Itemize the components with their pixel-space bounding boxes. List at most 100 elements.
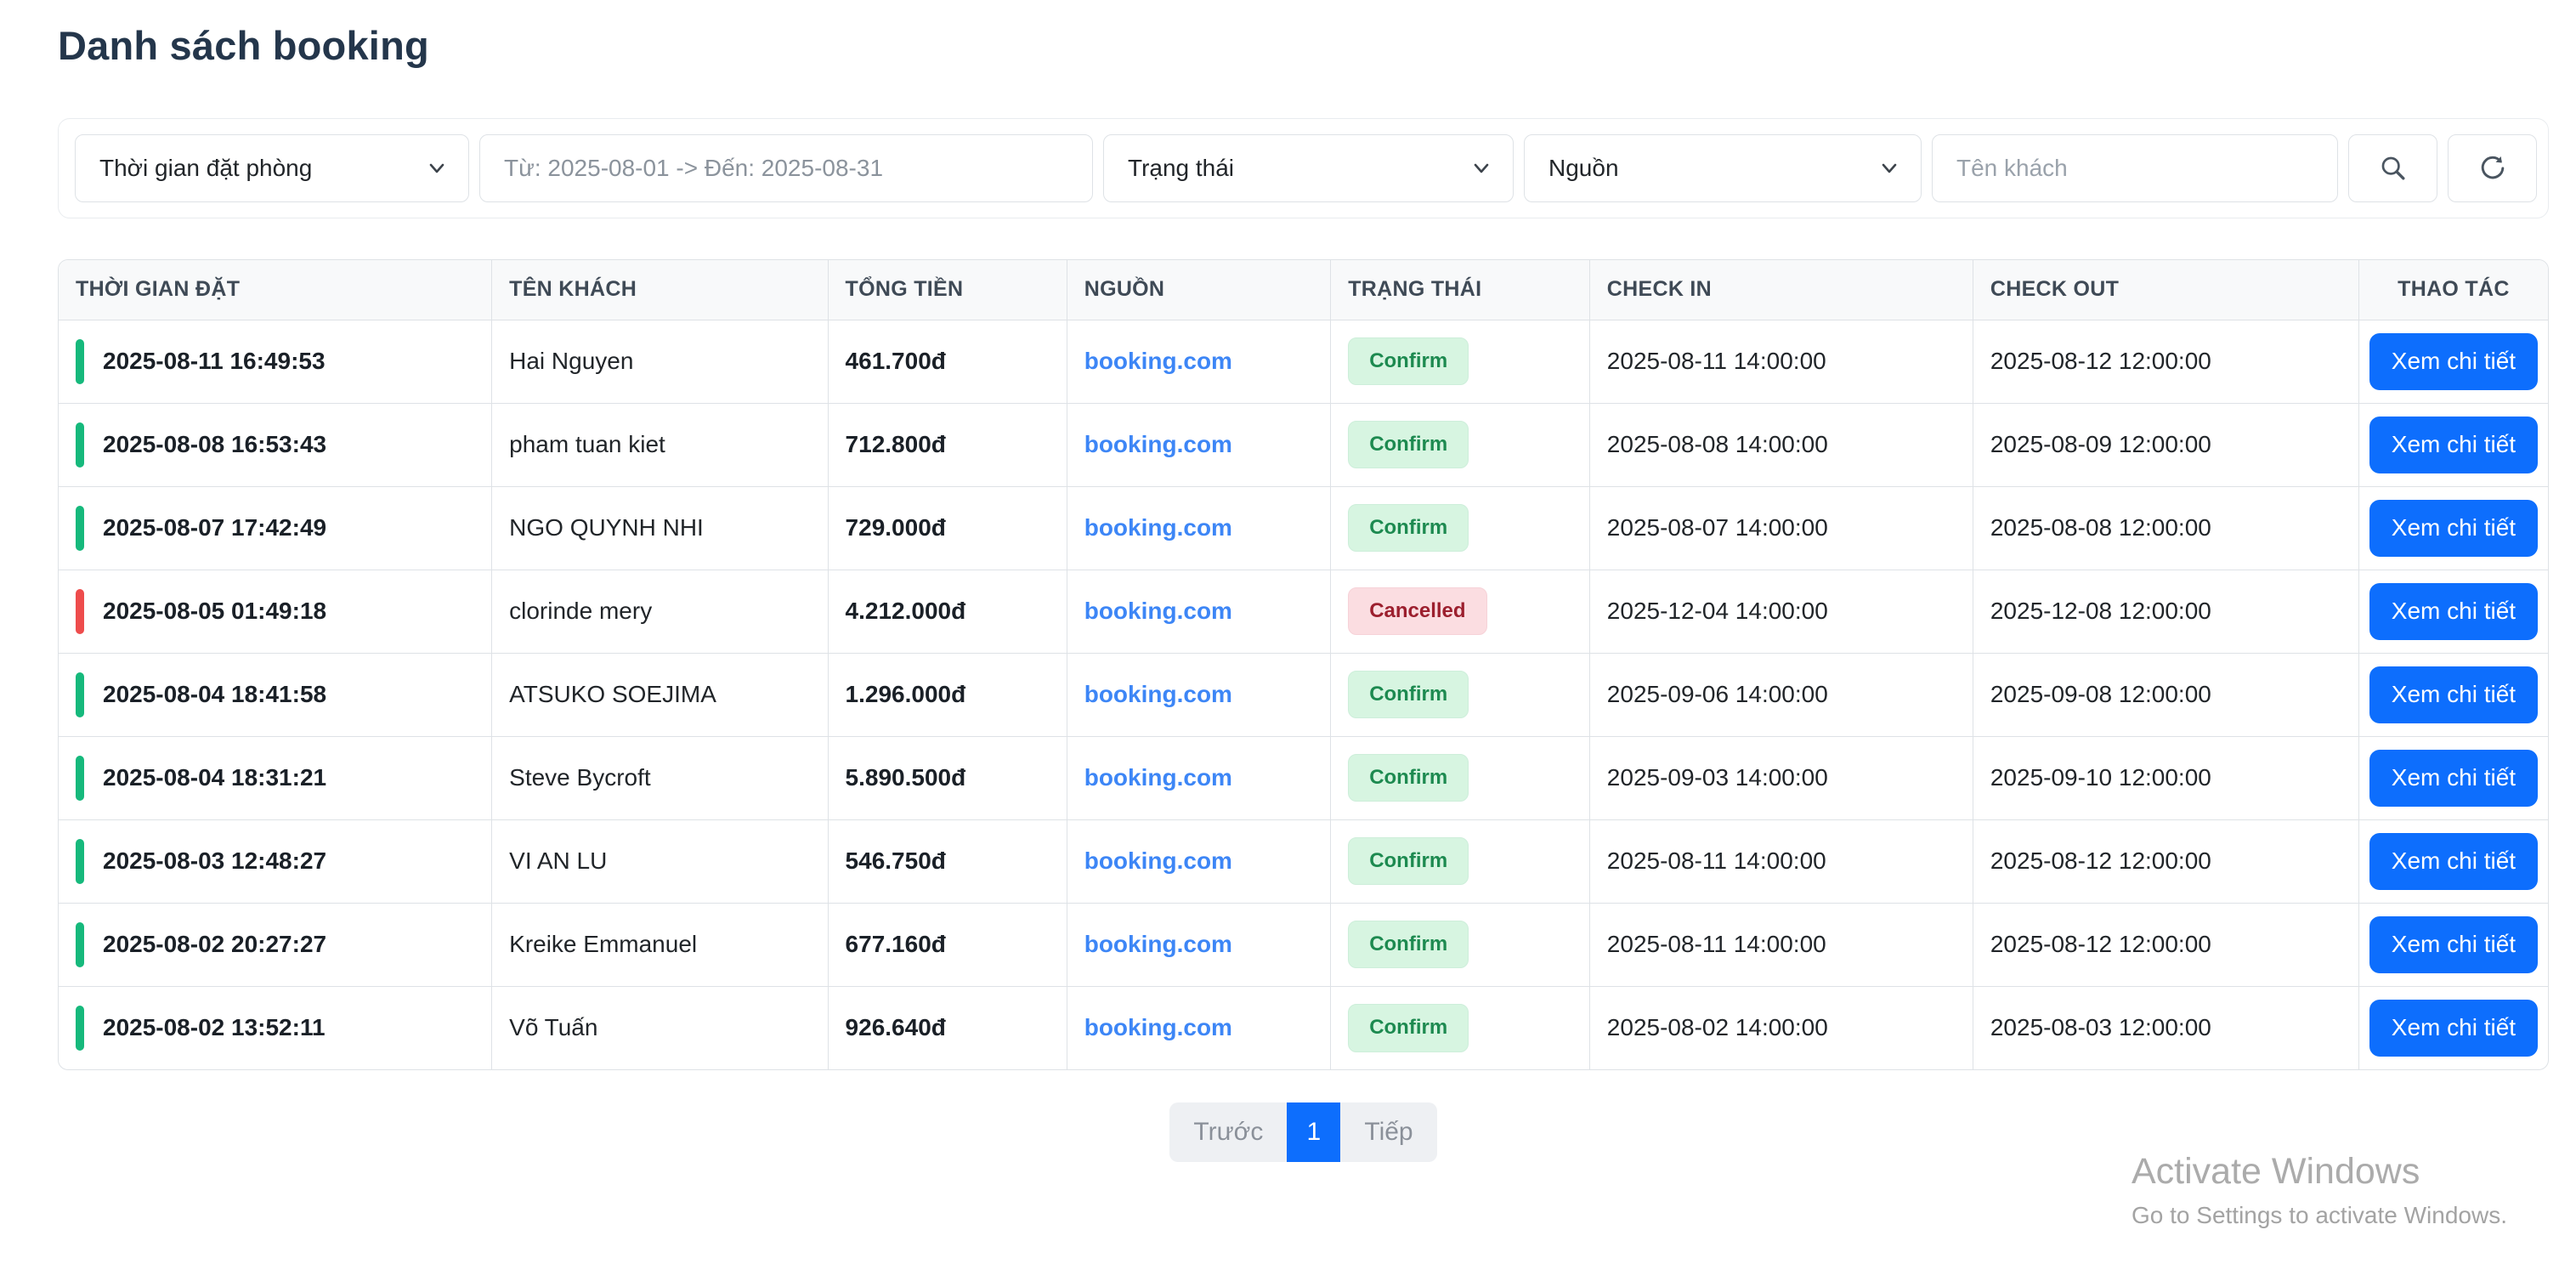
column-header-source: NGUỒN [1067, 260, 1332, 320]
view-details-button[interactable]: Xem chi tiết [2369, 332, 2538, 390]
source-link[interactable]: booking.com [1084, 847, 1232, 874]
total-amount: 546.750đ [845, 847, 946, 874]
view-details-button[interactable]: Xem chi tiết [2369, 499, 2538, 557]
column-header-status: TRẠNG THÁI [1330, 260, 1590, 320]
total-amount: 729.000đ [845, 514, 946, 541]
table-row: 2025-08-03 12:48:27 VI AN LU 546.750đ bo… [59, 819, 2548, 904]
row-status-bar [76, 588, 84, 634]
booking-table: THỜI GIAN ĐẶT TÊN KHÁCH TỔNG TIỀN NGUỒN … [58, 259, 2549, 1070]
booked-at: 2025-08-05 01:49:18 [103, 598, 327, 624]
filter-bar: Thời gian đặt phòng Trạng thái Nguồn [58, 118, 2549, 218]
total-amount: 712.800đ [845, 431, 946, 457]
booking-time-type-select[interactable]: Thời gian đặt phòng [75, 134, 469, 202]
status-badge: Confirm [1348, 753, 1469, 802]
date-range-input[interactable] [479, 134, 1093, 202]
booking-time-type-value: Thời gian đặt phòng [99, 155, 313, 181]
status-badge: Confirm [1348, 920, 1469, 969]
booked-at: 2025-08-04 18:41:58 [103, 681, 327, 707]
row-status-bar [76, 1005, 84, 1051]
table-row: 2025-08-04 18:41:58 ATSUKO SOEJIMA 1.296… [59, 653, 2548, 737]
source-select[interactable]: Nguồn [1524, 134, 1922, 202]
check-in-time: 2025-09-03 14:00:00 [1606, 764, 1828, 791]
row-status-bar [76, 755, 84, 801]
total-amount: 677.160đ [845, 931, 946, 957]
refresh-button[interactable] [2448, 134, 2537, 202]
total-amount: 1.296.000đ [845, 681, 966, 707]
table-row: 2025-08-07 17:42:49 NGO QUYNH NHI 729.00… [59, 486, 2548, 570]
column-header-actions: THAO TÁC [2358, 260, 2548, 320]
booked-at: 2025-08-02 20:27:27 [103, 931, 327, 957]
status-badge: Confirm [1348, 1003, 1469, 1052]
check-out-time: 2025-09-10 12:00:00 [1990, 764, 2211, 791]
status-badge: Confirm [1348, 420, 1469, 469]
source-link[interactable]: booking.com [1084, 598, 1232, 624]
booked-at: 2025-08-07 17:42:49 [103, 514, 327, 541]
column-header-total: TỔNG TIỀN [828, 260, 1067, 320]
row-status-bar [76, 338, 84, 384]
guest-name: VI AN LU [509, 847, 608, 874]
check-in-time: 2025-08-08 14:00:00 [1606, 431, 1828, 457]
guest-name: Hai Nguyen [509, 348, 634, 374]
booked-at: 2025-08-08 16:53:43 [103, 431, 327, 457]
row-status-bar [76, 838, 84, 884]
check-in-time: 2025-08-11 14:00:00 [1606, 348, 1826, 374]
check-out-time: 2025-08-12 12:00:00 [1990, 847, 2211, 874]
source-link[interactable]: booking.com [1084, 681, 1232, 707]
column-header-check-in: CHECK IN [1589, 260, 1973, 320]
guest-name-input[interactable] [1932, 134, 2338, 202]
pagination-prev[interactable]: Trước [1169, 1102, 1288, 1162]
source-link[interactable]: booking.com [1084, 931, 1232, 957]
check-out-time: 2025-08-08 12:00:00 [1990, 514, 2211, 541]
check-out-time: 2025-08-03 12:00:00 [1990, 1014, 2211, 1041]
refresh-icon [2481, 156, 2504, 179]
booked-at: 2025-08-11 16:49:53 [103, 348, 326, 374]
activate-windows-watermark: Activate Windows Go to Settings to activ… [2132, 1151, 2507, 1229]
row-status-bar [76, 422, 84, 468]
view-details-button[interactable]: Xem chi tiết [2369, 582, 2538, 640]
column-header-booked-at: THỜI GIAN ĐẶT [59, 260, 493, 320]
status-badge: Confirm [1348, 337, 1469, 386]
check-out-time: 2025-08-09 12:00:00 [1990, 431, 2211, 457]
check-out-time: 2025-12-08 12:00:00 [1990, 598, 2211, 624]
source-link[interactable]: booking.com [1084, 764, 1232, 791]
view-details-button[interactable]: Xem chi tiết [2369, 915, 2538, 973]
source-link[interactable]: booking.com [1084, 514, 1232, 541]
row-status-bar [76, 672, 84, 717]
chevron-down-icon [1882, 163, 1897, 173]
search-button[interactable] [2348, 134, 2437, 202]
pagination-page-1[interactable]: 1 [1287, 1102, 1341, 1162]
pagination: Trước 1 Tiếp [58, 1102, 2549, 1162]
column-header-guest: TÊN KHÁCH [491, 260, 829, 320]
booked-at: 2025-08-02 13:52:11 [103, 1014, 326, 1041]
table-row: 2025-08-11 16:49:53 Hai Nguyen 461.700đ … [59, 320, 2548, 404]
pagination-next[interactable]: Tiếp [1340, 1102, 1437, 1162]
guest-name: ATSUKO SOEJIMA [509, 681, 716, 707]
view-details-button[interactable]: Xem chi tiết [2369, 832, 2538, 890]
source-link[interactable]: booking.com [1084, 1014, 1232, 1041]
check-in-time: 2025-08-07 14:00:00 [1606, 514, 1828, 541]
view-details-button[interactable]: Xem chi tiết [2369, 416, 2538, 473]
view-details-button[interactable]: Xem chi tiết [2369, 749, 2538, 807]
table-body: 2025-08-11 16:49:53 Hai Nguyen 461.700đ … [59, 320, 2548, 1069]
view-details-button[interactable]: Xem chi tiết [2369, 999, 2538, 1057]
guest-name: clorinde mery [509, 598, 653, 624]
status-badge: Confirm [1348, 503, 1469, 553]
status-badge: Confirm [1348, 836, 1469, 886]
check-in-time: 2025-09-06 14:00:00 [1606, 681, 1828, 707]
table-row: 2025-08-04 18:31:21 Steve Bycroft 5.890.… [59, 736, 2548, 820]
view-details-button[interactable]: Xem chi tiết [2369, 666, 2538, 723]
total-amount: 5.890.500đ [845, 764, 966, 791]
watermark-line2: Go to Settings to activate Windows. [2132, 1202, 2507, 1228]
total-amount: 926.640đ [845, 1014, 946, 1041]
check-in-time: 2025-12-04 14:00:00 [1606, 598, 1828, 624]
source-link[interactable]: booking.com [1084, 348, 1232, 374]
guest-name: NGO QUYNH NHI [509, 514, 704, 541]
source-link[interactable]: booking.com [1084, 431, 1232, 457]
status-select[interactable]: Trạng thái [1103, 134, 1514, 202]
chevron-down-icon [429, 163, 444, 173]
check-out-time: 2025-08-12 12:00:00 [1990, 348, 2211, 374]
table-row: 2025-08-02 20:27:27 Kreike Emmanuel 677.… [59, 903, 2548, 987]
check-out-time: 2025-08-12 12:00:00 [1990, 931, 2211, 957]
column-header-check-out: CHECK OUT [1973, 260, 2359, 320]
booked-at: 2025-08-03 12:48:27 [103, 847, 327, 874]
